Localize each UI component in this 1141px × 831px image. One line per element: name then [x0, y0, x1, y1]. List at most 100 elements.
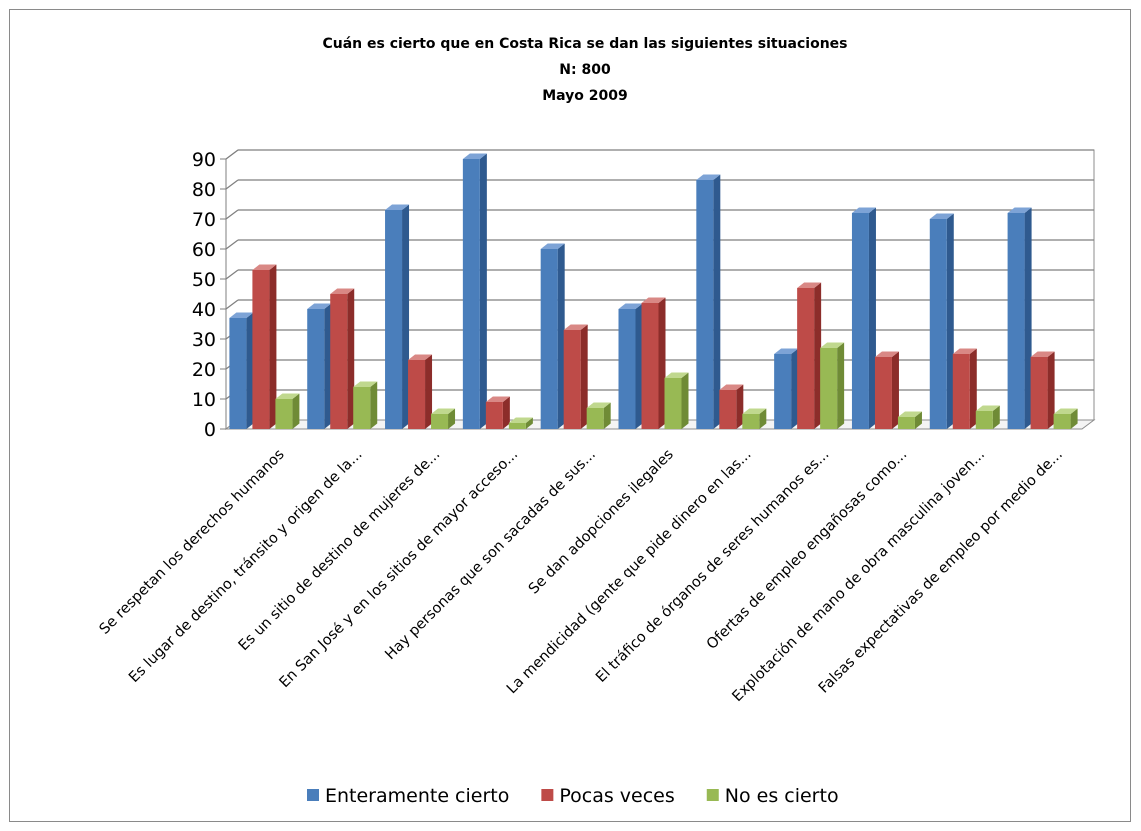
- bar: [586, 402, 611, 429]
- bar-top: [353, 381, 378, 387]
- legend-item: No es cierto: [706, 785, 839, 807]
- bar-front: [975, 411, 993, 429]
- bar-side: [891, 351, 899, 429]
- bar-front: [330, 294, 348, 429]
- bar-top: [742, 408, 767, 414]
- legend-swatch: [706, 789, 719, 801]
- bar-front: [385, 210, 403, 429]
- bar-side: [969, 348, 977, 429]
- bar-side: [1070, 408, 1078, 429]
- gridline-diagonal: [225, 179, 239, 190]
- bar-top: [586, 402, 611, 408]
- bar: [431, 408, 456, 429]
- bar-top: [897, 411, 922, 417]
- gridline-diagonal: [225, 239, 239, 250]
- bar-side: [759, 408, 767, 429]
- bar-front: [1007, 213, 1025, 429]
- y-tick-label: 10: [192, 389, 216, 411]
- bar-side: [713, 174, 721, 429]
- bar-top: [696, 174, 721, 180]
- bar: [252, 264, 277, 429]
- bar-top: [431, 408, 456, 414]
- bar-top: [774, 348, 799, 354]
- bar: [952, 348, 977, 429]
- bar-front: [586, 408, 604, 429]
- bar-front: [485, 402, 503, 429]
- bar-top: [641, 297, 666, 303]
- y-tick-label: 0: [204, 419, 216, 441]
- legend-swatch: [307, 789, 319, 801]
- bar: [385, 204, 410, 429]
- legend-label: Pocas veces: [559, 785, 674, 807]
- bar-top: [563, 324, 588, 330]
- bar-front: [229, 318, 247, 429]
- bar-top: [929, 213, 954, 219]
- bar-side: [603, 402, 611, 429]
- chart-title-line-2: N: 800: [559, 62, 611, 78]
- bar-side: [370, 381, 378, 429]
- bar: [307, 303, 332, 429]
- bar-top: [975, 405, 1000, 411]
- bar: [563, 324, 588, 429]
- bar-side: [946, 213, 954, 429]
- bar: [742, 408, 767, 429]
- bars: [229, 153, 1078, 429]
- legend-item: Enteramente cierto: [307, 785, 509, 807]
- bar-front: [408, 360, 426, 429]
- bar-front: [774, 354, 792, 429]
- y-tick-label: 30: [192, 329, 216, 351]
- y-tick-label: 50: [192, 269, 216, 291]
- bar-top: [664, 372, 689, 378]
- bar-top: [307, 303, 332, 309]
- bar-side: [347, 288, 355, 429]
- bar-front: [462, 159, 480, 429]
- bar-front: [719, 390, 737, 429]
- bar-top: [252, 264, 277, 270]
- bar: [641, 297, 666, 429]
- bar-top: [1007, 207, 1032, 213]
- bar-front: [540, 249, 558, 429]
- y-tick-label: 80: [192, 179, 216, 201]
- bar-front: [929, 219, 947, 429]
- bar-top: [952, 348, 977, 354]
- bar-side: [479, 153, 487, 429]
- bar: [1007, 207, 1032, 429]
- legend-label: No es cierto: [725, 785, 839, 807]
- gridline-diagonal: [225, 269, 239, 280]
- bar: [897, 411, 922, 429]
- bar-side: [658, 297, 666, 429]
- bar-side: [1047, 351, 1055, 429]
- bar: [462, 153, 487, 429]
- gridline-diagonal: [225, 299, 239, 310]
- legend-item: Pocas veces: [541, 785, 675, 807]
- bar: [618, 303, 643, 429]
- bar-side: [269, 264, 277, 429]
- bar: [929, 213, 954, 429]
- bar-side: [324, 303, 332, 429]
- bar-top: [385, 204, 410, 210]
- bar: [797, 282, 822, 429]
- bar-front: [742, 414, 760, 429]
- bar-top: [485, 396, 510, 402]
- bar-front: [275, 399, 293, 429]
- bar-side: [1024, 207, 1032, 429]
- bar-front: [307, 309, 325, 429]
- bar: [874, 351, 899, 429]
- chart-title-line-1: Cuán es cierto que en Costa Rica se dan …: [322, 36, 847, 52]
- bar: [696, 174, 721, 429]
- bar-side: [402, 204, 410, 429]
- legend-swatch: [541, 789, 554, 801]
- bar-top: [874, 351, 899, 357]
- bar: [975, 405, 1000, 429]
- bar-top: [330, 288, 355, 294]
- bar-front: [1053, 414, 1071, 429]
- bar-top: [540, 243, 565, 249]
- bar: [229, 312, 254, 429]
- chart-frame: Cuán es cierto que en Costa Rica se dan …: [9, 9, 1131, 822]
- y-tick-label: 70: [192, 209, 216, 231]
- bar-front: [851, 213, 869, 429]
- bar-front: [252, 270, 270, 429]
- bar-side: [292, 393, 300, 429]
- bar: [820, 342, 845, 429]
- bar-side: [635, 303, 643, 429]
